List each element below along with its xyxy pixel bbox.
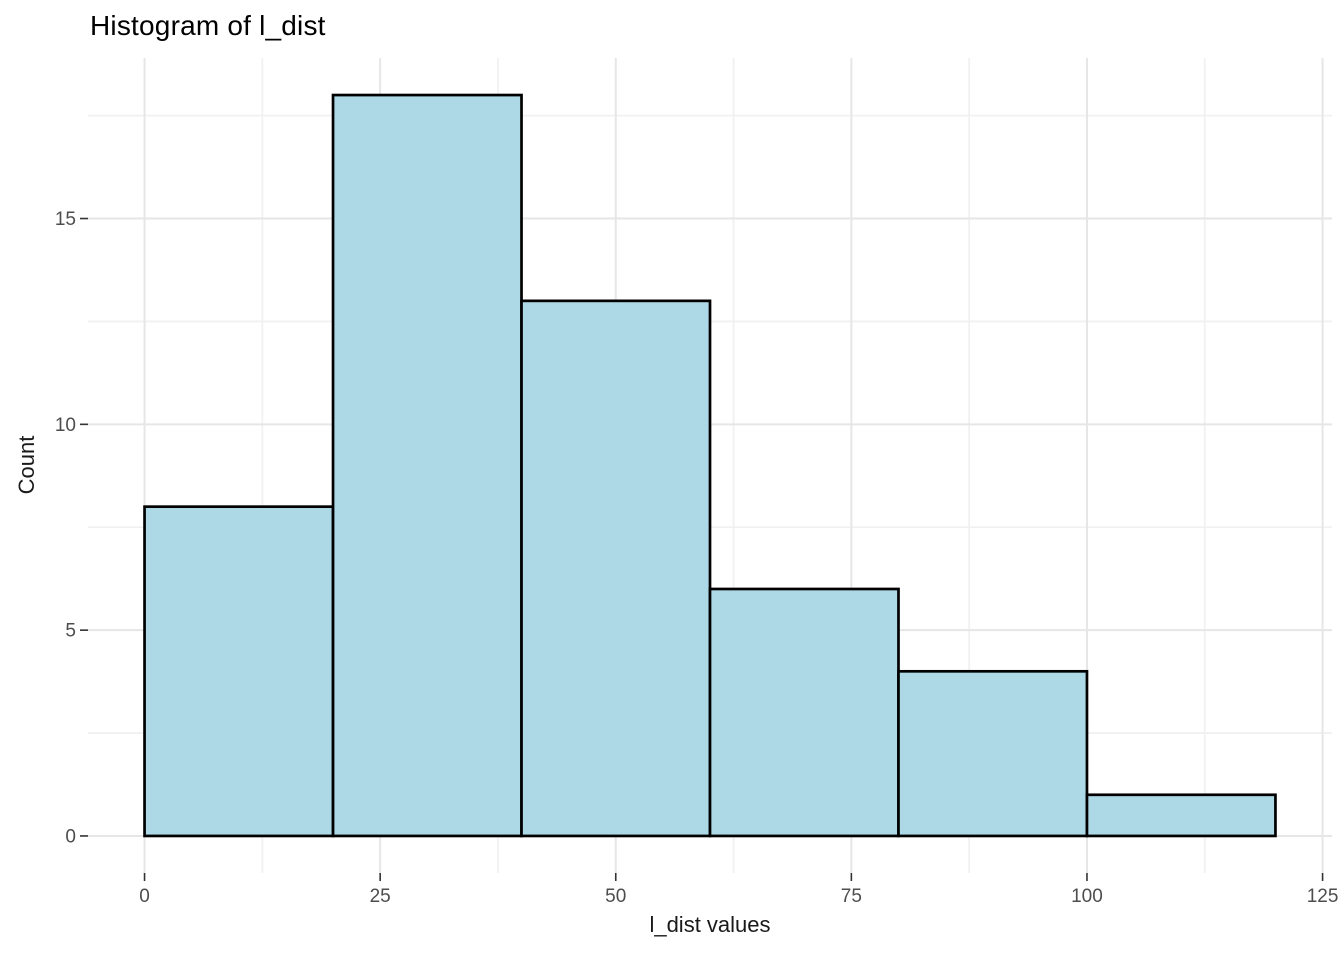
x-tick-label: 25 bbox=[370, 886, 391, 907]
histogram-bar bbox=[897, 669, 1089, 838]
y-tick-label: 5 bbox=[65, 621, 76, 642]
y-tick-label: 15 bbox=[55, 209, 76, 230]
x-tick-label: 100 bbox=[1071, 886, 1103, 907]
histogram-bar bbox=[331, 93, 523, 838]
x-tick-label: 0 bbox=[139, 886, 150, 907]
histogram-bar bbox=[143, 505, 335, 838]
chart-title: Histogram of l_dist bbox=[90, 10, 326, 41]
y-tick-label: 0 bbox=[65, 826, 76, 847]
x-tick-label: 50 bbox=[605, 886, 626, 907]
x-axis-title: l_dist values bbox=[649, 912, 771, 937]
y-tick-label: 10 bbox=[55, 415, 76, 436]
x-tick-label: 75 bbox=[841, 886, 862, 907]
histogram-bar bbox=[708, 587, 900, 838]
y-axis-title: Count bbox=[14, 435, 39, 495]
x-tick-label: 125 bbox=[1307, 886, 1339, 907]
histogram-bar bbox=[520, 299, 712, 838]
histogram-bar bbox=[1085, 793, 1277, 838]
